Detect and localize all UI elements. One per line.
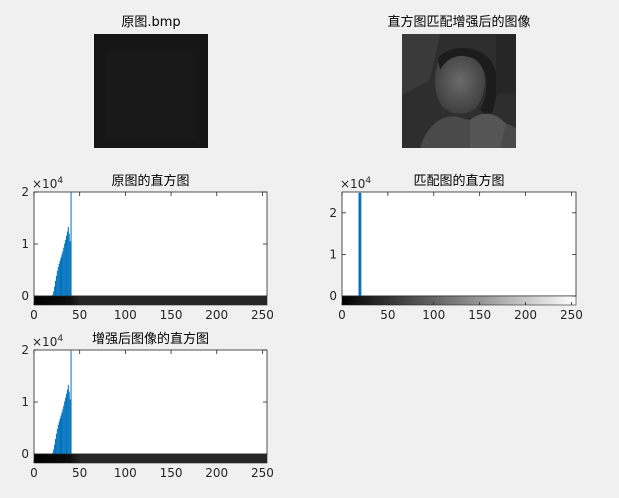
histogram-bar — [55, 280, 57, 296]
histogram-bar — [60, 415, 62, 454]
histogram-bar — [65, 239, 67, 296]
histogram-bar — [64, 243, 66, 296]
original-image — [94, 34, 208, 148]
y-tick-label: 0 — [21, 447, 29, 461]
histogram-bar — [67, 226, 69, 296]
histogram-bar — [68, 391, 70, 454]
plot-area — [33, 191, 268, 297]
chart-title: 增强后图像的直方图 — [92, 331, 209, 347]
histogram-bar — [59, 260, 61, 296]
histogram-bar — [69, 241, 71, 296]
y-tick-label: 0 — [21, 289, 29, 303]
x-tick-label: 150 — [160, 308, 183, 322]
histogram-bar — [60, 257, 62, 296]
histogram-bar — [66, 231, 68, 296]
x-tick-label: 100 — [114, 308, 137, 322]
histogram-bar — [55, 438, 57, 454]
histogram-bar — [56, 271, 58, 296]
histogram-bar — [54, 444, 56, 454]
x-tick-label: 0 — [30, 466, 38, 480]
histogram-bar — [65, 235, 67, 296]
histogram-bar — [59, 418, 61, 454]
histogram-bar — [54, 286, 56, 296]
x-tick-label: 100 — [422, 308, 445, 322]
gray-colorbar — [33, 295, 268, 306]
x-tick-label: 150 — [160, 466, 183, 480]
histogram-3: 增强后图像的直方图 ×104 0 1 2 0 50 100 150 200 250 — [21, 331, 274, 480]
y-exponent-label: ×104 — [32, 334, 63, 349]
histogram-bar — [61, 412, 63, 454]
histogram-bar — [58, 263, 60, 296]
histogram-bar — [360, 192, 362, 296]
x-tick-label: 0 — [30, 308, 38, 322]
x-tick-label: 0 — [338, 308, 346, 322]
histogram-bar — [58, 421, 60, 454]
histogram-bar — [53, 449, 55, 454]
histogram-bar — [70, 350, 72, 454]
histogram-bar — [65, 397, 67, 454]
histogram-bar — [53, 291, 55, 296]
x-tick-label: 200 — [514, 308, 537, 322]
gray-colorbar — [341, 295, 577, 306]
chart-title: 匹配图的直方图 — [413, 173, 504, 189]
chart-title: 原图的直方图 — [111, 173, 189, 189]
y-tick-label: 1 — [329, 247, 337, 261]
histogram-bar — [56, 429, 58, 454]
histogram-bar — [62, 251, 64, 296]
histogram-bar — [69, 399, 71, 454]
enhanced-image — [402, 34, 516, 148]
y-tick-label: 2 — [21, 343, 29, 357]
histogram-bar — [55, 275, 57, 296]
image1-title: 原图.bmp — [121, 15, 180, 30]
histogram-bar — [57, 424, 59, 454]
y-tick-label: 1 — [21, 395, 29, 409]
histogram-bar — [55, 433, 57, 454]
histogram-bar — [52, 452, 54, 454]
plot-area — [33, 349, 268, 455]
image2-title: 直方图匹配增强后的图像 — [387, 14, 530, 30]
x-tick-label: 150 — [468, 308, 491, 322]
y-tick-label: 0 — [329, 289, 337, 303]
histogram-2: 匹配图的直方图 ×104 0 1 2 0 50 100 150 200 250 — [329, 173, 583, 322]
histogram-bar — [358, 192, 360, 296]
histogram-bar — [62, 409, 64, 454]
histogram-bar — [52, 294, 54, 296]
x-tick-label: 100 — [114, 466, 137, 480]
histogram-bar — [61, 254, 63, 296]
plot-area — [341, 191, 577, 297]
y-tick-label: 2 — [329, 206, 337, 220]
histogram-bar — [359, 192, 361, 296]
histogram-bar — [63, 405, 65, 454]
x-tick-label: 250 — [560, 308, 583, 322]
y-exponent-label: ×104 — [32, 176, 63, 191]
x-tick-label: 250 — [251, 308, 274, 322]
x-tick-label: 50 — [72, 466, 87, 480]
histogram-bar — [67, 384, 69, 454]
histogram-bar — [66, 389, 68, 454]
y-tick-label: 1 — [21, 237, 29, 251]
x-tick-label: 50 — [380, 308, 395, 322]
y-exponent-label: ×104 — [340, 176, 371, 191]
x-tick-label: 200 — [205, 466, 228, 480]
x-tick-label: 200 — [205, 308, 228, 322]
histogram-bar — [65, 393, 67, 454]
gray-colorbar — [33, 453, 268, 464]
x-tick-label: 50 — [72, 308, 87, 322]
histogram-1: 原图的直方图 ×104 0 1 2 0 50 100 150 200 250 — [21, 173, 274, 322]
histogram-bar — [68, 233, 70, 296]
histogram-bar — [57, 266, 59, 296]
histogram-bar — [63, 247, 65, 296]
x-tick-label: 250 — [251, 466, 274, 480]
y-tick-label: 2 — [21, 185, 29, 199]
histogram-bar — [64, 401, 66, 454]
histogram-bar — [70, 192, 72, 296]
